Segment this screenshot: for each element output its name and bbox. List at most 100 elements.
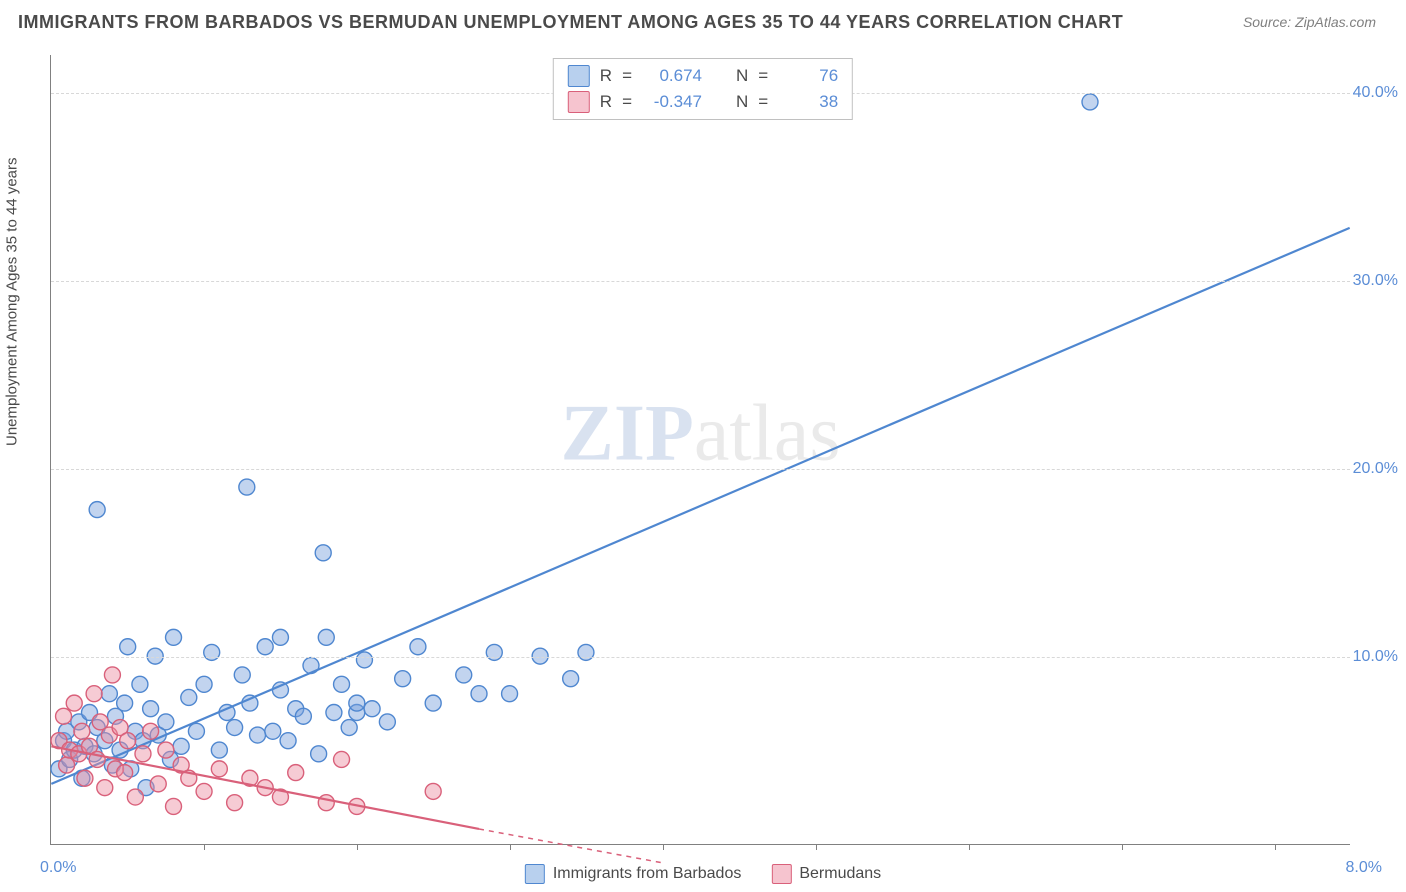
data-point [158,714,174,730]
legend-item: Immigrants from Barbados [525,864,742,884]
data-point [234,667,250,683]
plot-svg [51,55,1350,844]
data-point [86,686,102,702]
data-point [379,714,395,730]
data-point [188,723,204,739]
correlation-row: R = -0.347 N = 38 [568,89,838,115]
r-label: R [600,66,612,86]
gridline-h [51,281,1350,282]
data-point [334,676,350,692]
data-point [410,639,426,655]
x-tick [204,844,205,850]
legend-label: Bermudans [799,865,881,883]
data-point [318,629,334,645]
data-point [456,667,472,683]
data-point [211,742,227,758]
data-point [66,695,82,711]
data-point [227,720,243,736]
data-point [425,695,441,711]
data-point [204,644,220,660]
gridline-h [51,469,1350,470]
n-value: 38 [778,92,838,112]
x-tick [663,844,664,850]
y-axis-label: Unemployment Among Ages 35 to 44 years [4,157,21,446]
legend-swatch [568,91,590,113]
data-point [280,733,296,749]
data-point [239,479,255,495]
x-max-label: 8.0% [1346,859,1382,877]
legend-swatch [525,864,545,884]
eq-label: = [758,92,768,112]
data-point [120,733,136,749]
regression-line [51,746,479,829]
data-point [395,671,411,687]
gridline-h [51,657,1350,658]
source-attribution: Source: ZipAtlas.com [1243,14,1376,30]
r-label: R [600,92,612,112]
data-point [97,780,113,796]
data-point [77,770,93,786]
n-label: N [736,92,748,112]
series-legend: Immigrants from Barbados Bermudans [525,864,881,884]
data-point [120,639,136,655]
data-point [117,695,133,711]
data-point [104,667,120,683]
data-point [127,789,143,805]
y-tick-label: 20.0% [1353,460,1398,478]
data-point [563,671,579,687]
data-point [211,761,227,777]
data-point [89,502,105,518]
data-point [356,652,372,668]
y-tick-label: 10.0% [1353,648,1398,666]
data-point [1082,94,1098,110]
data-point [311,746,327,762]
legend-label: Immigrants from Barbados [553,865,742,883]
regression-line [51,228,1349,784]
r-value: -0.347 [642,92,702,112]
data-point [158,742,174,758]
r-value: 0.674 [642,66,702,86]
data-point [227,795,243,811]
data-point [59,757,75,773]
data-point [74,723,90,739]
plot-area: ZIPatlas [50,55,1350,845]
y-tick-label: 30.0% [1353,272,1398,290]
x-tick [1122,844,1123,850]
data-point [486,644,502,660]
data-point [143,723,159,739]
legend-swatch [771,864,791,884]
data-point [150,776,166,792]
eq-label: = [622,92,632,112]
data-point [326,705,342,721]
data-point [135,746,151,762]
data-point [101,686,117,702]
regression-extrapolate [479,829,662,863]
data-point [334,751,350,767]
data-point [250,727,266,743]
data-point [132,676,148,692]
x-tick [510,844,511,850]
data-point [349,695,365,711]
x-tick [1275,844,1276,850]
data-point [315,545,331,561]
data-point [471,686,487,702]
x-min-label: 0.0% [40,859,76,877]
data-point [502,686,518,702]
x-tick [357,844,358,850]
y-tick-label: 40.0% [1353,84,1398,102]
data-point [364,701,380,717]
n-label: N [736,66,748,86]
data-point [196,676,212,692]
eq-label: = [758,66,768,86]
data-point [265,723,281,739]
correlation-legend: R=0.674N=76R=-0.347N=38 [553,58,853,120]
data-point [257,639,273,655]
correlation-row: R=0.674N=76 [568,63,838,89]
data-point [143,701,159,717]
data-point [173,738,189,754]
data-point [166,629,182,645]
legend-item: Bermudans [771,864,881,884]
data-point [272,629,288,645]
data-point [196,783,212,799]
data-point [181,689,197,705]
